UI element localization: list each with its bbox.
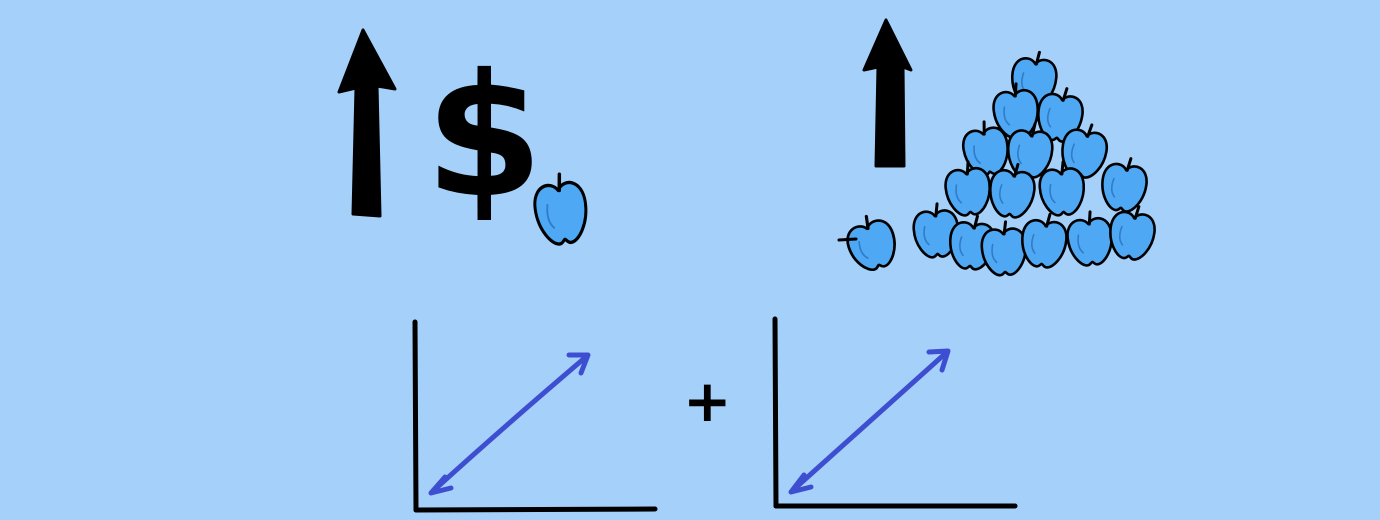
graph-right (772, 316, 1018, 509)
graph-left-trend-line (429, 353, 590, 495)
apple-pile-icon (912, 50, 1158, 276)
graph-left-x-axis (413, 506, 658, 513)
plus-operator: + (683, 367, 732, 435)
graph-left-y-axis (412, 319, 419, 513)
lone-apple-icon (837, 210, 902, 275)
graph-left (412, 319, 658, 513)
graph-right-trend-line (789, 349, 950, 494)
dollar-sign: $ (425, 38, 544, 236)
quantity-increase-arrow-icon (862, 18, 913, 168)
graph-right-y-axis (772, 316, 779, 509)
price-increase-arrow-icon (337, 28, 397, 218)
